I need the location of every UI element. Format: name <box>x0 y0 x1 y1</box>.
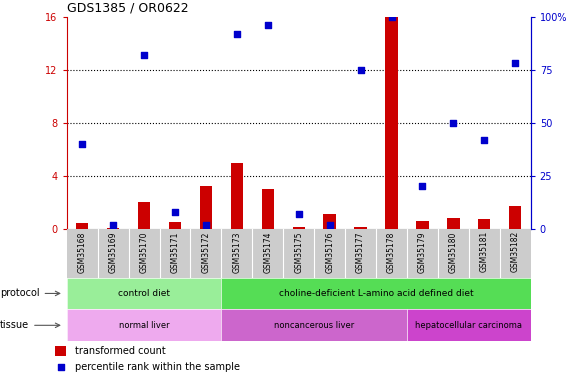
Text: GSM35168: GSM35168 <box>78 231 86 273</box>
Text: GSM35172: GSM35172 <box>201 231 211 273</box>
Point <box>325 222 334 228</box>
Point <box>418 183 427 189</box>
Text: GSM35170: GSM35170 <box>140 231 148 273</box>
Bar <box>169 222 181 229</box>
Bar <box>416 221 429 229</box>
Point <box>294 211 303 217</box>
Bar <box>354 227 367 229</box>
Text: normal liver: normal liver <box>119 321 169 330</box>
Bar <box>107 228 119 229</box>
Bar <box>262 189 274 229</box>
Text: GSM35169: GSM35169 <box>108 231 118 273</box>
Bar <box>138 202 150 229</box>
Point <box>108 222 118 228</box>
Bar <box>447 218 459 229</box>
Text: GSM35173: GSM35173 <box>233 231 241 273</box>
Point <box>139 52 148 58</box>
Text: GSM35174: GSM35174 <box>263 231 272 273</box>
Bar <box>385 17 398 229</box>
Text: noncancerous liver: noncancerous liver <box>274 321 354 330</box>
Text: GSM35176: GSM35176 <box>325 231 334 273</box>
Text: percentile rank within the sample: percentile rank within the sample <box>75 362 240 372</box>
Point <box>387 14 396 20</box>
Point <box>78 141 87 147</box>
Bar <box>55 346 66 356</box>
Text: GDS1385 / OR0622: GDS1385 / OR0622 <box>67 2 188 14</box>
Text: GSM35181: GSM35181 <box>480 231 489 272</box>
Point <box>449 120 458 126</box>
Text: hepatocellular carcinoma: hepatocellular carcinoma <box>415 321 523 330</box>
Text: control diet: control diet <box>118 289 170 298</box>
Point <box>263 22 273 28</box>
Text: GSM35171: GSM35171 <box>171 231 179 273</box>
Text: GSM35175: GSM35175 <box>294 231 303 273</box>
Text: GSM35177: GSM35177 <box>356 231 365 273</box>
Point <box>480 137 489 143</box>
Text: tissue: tissue <box>0 320 60 330</box>
Bar <box>200 186 212 229</box>
Point <box>171 209 180 215</box>
Text: GSM35180: GSM35180 <box>449 231 458 273</box>
Bar <box>76 224 88 229</box>
Text: GSM35178: GSM35178 <box>387 231 396 273</box>
Text: GSM35179: GSM35179 <box>418 231 427 273</box>
Bar <box>478 219 491 229</box>
Point <box>356 67 365 73</box>
Point <box>201 222 211 228</box>
Bar <box>324 214 336 229</box>
Text: choline-deficient L-amino acid defined diet: choline-deficient L-amino acid defined d… <box>279 289 473 298</box>
Bar <box>509 206 521 229</box>
Bar <box>231 162 243 229</box>
Point <box>510 60 520 66</box>
Text: protocol: protocol <box>0 288 60 298</box>
Text: GSM35182: GSM35182 <box>511 231 520 272</box>
Point <box>232 31 241 37</box>
Point <box>56 364 65 370</box>
Bar <box>292 227 305 229</box>
Text: transformed count: transformed count <box>75 346 165 356</box>
